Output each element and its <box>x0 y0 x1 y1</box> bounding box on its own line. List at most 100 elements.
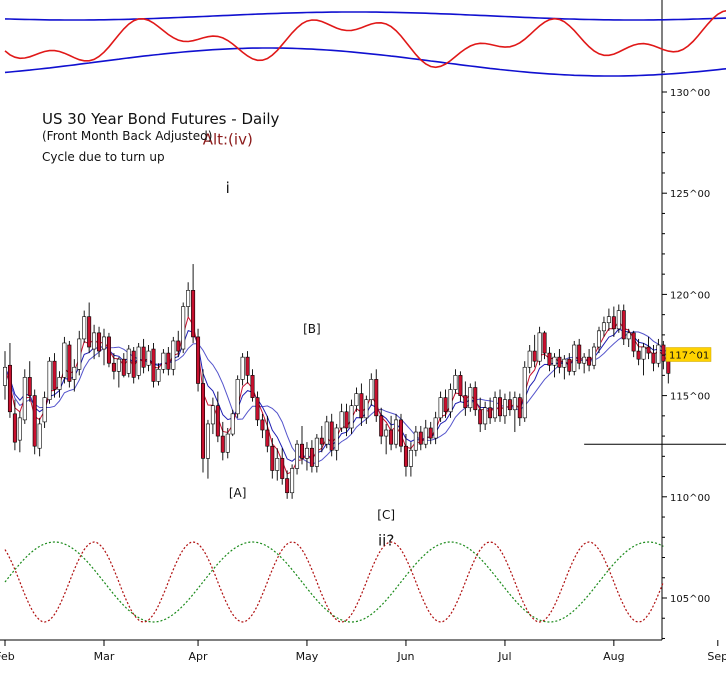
candle-body-down <box>215 405 220 437</box>
candle-body-down <box>661 344 666 362</box>
candle-body-up <box>314 437 319 467</box>
candle-body-down <box>280 458 285 479</box>
candle-body-down <box>250 375 255 398</box>
candle-body-down <box>359 393 364 419</box>
candle-body-down <box>220 435 225 453</box>
candle-body-up <box>537 332 542 362</box>
candle-body-down <box>7 364 12 413</box>
candle-body-up <box>413 431 418 451</box>
cycle-panel <box>4 541 664 623</box>
candle-body-up <box>77 338 82 370</box>
candle-body-up <box>181 306 186 350</box>
candle-body-up <box>572 344 577 372</box>
candle-body-down <box>97 332 102 352</box>
candle-body-up <box>408 449 413 467</box>
annotations: Alt:(iv)i[B][A][C]ii?iii <box>203 131 395 550</box>
candle-body-up <box>334 427 339 451</box>
cycle-wave-long <box>4 541 664 623</box>
price-tick-label: 130^00 <box>670 88 710 99</box>
time-axis: FebMarAprMayJunJulAugSepOctNovDec2026Feb <box>0 640 726 663</box>
candle-body-down <box>245 356 250 376</box>
candle-body-down <box>507 399 512 411</box>
price-axis: 130^00 125^00 120^00 115^00 110^00 105^00 117^… <box>662 71 712 639</box>
indicator-upper-band <box>4 11 726 21</box>
candle-body-up <box>235 379 240 415</box>
candle-body-down <box>106 336 111 364</box>
candle-body-down <box>398 419 403 447</box>
candle-body-down <box>260 419 265 431</box>
time-tick-label: Mar <box>94 650 115 663</box>
price-tick-label: 120^00 <box>670 290 710 301</box>
chart-title: US 30 Year Bond Futures - Daily <box>42 110 280 128</box>
time-tick-label: May <box>296 650 319 663</box>
candle-body-up <box>146 350 151 366</box>
candle-body-up <box>502 399 507 417</box>
price-levels: 125^04121^26119^07112^19115^18 <box>584 443 726 445</box>
candle-body-up <box>290 468 295 494</box>
candle-body-up <box>102 336 107 350</box>
wave-label: [B] <box>303 322 321 336</box>
candle-body-down <box>636 350 641 360</box>
candle-body-up <box>423 427 428 445</box>
candle-body-up <box>656 344 661 364</box>
candle-body-up <box>72 366 77 380</box>
candle-body-down <box>532 350 537 362</box>
candle-body-down <box>309 447 314 467</box>
candle-body-up <box>592 346 597 366</box>
candle-body-up <box>527 350 532 368</box>
candle-body-down <box>488 407 493 419</box>
candle-body-down <box>12 413 17 443</box>
wave-label: i <box>226 179 230 197</box>
candle-body-up <box>22 377 27 421</box>
candle-body-down <box>121 358 126 376</box>
candle-body-up <box>512 397 517 411</box>
candle-body-up <box>601 322 606 332</box>
candle-body-up <box>57 377 62 390</box>
candle-body-down <box>478 409 483 425</box>
candle-body-down <box>111 362 116 372</box>
candle-body-down <box>166 352 171 370</box>
candle-body-down <box>151 348 156 382</box>
candle-body-up <box>126 348 131 374</box>
candle-body-down <box>191 290 196 338</box>
wave-label: ii? <box>378 531 394 549</box>
cycle-wave-short <box>4 541 664 623</box>
candle-body-up <box>304 447 309 459</box>
wave-label: [A] <box>229 486 247 500</box>
candle-body-up <box>2 366 8 386</box>
candle-body-up <box>596 330 601 348</box>
cycle-note: Cycle due to turn up <box>42 150 165 164</box>
candle-body-down <box>255 397 260 421</box>
candle-body-up <box>384 429 389 437</box>
time-tick-label: Apr <box>189 650 209 663</box>
time-tick-label: Feb <box>0 650 15 663</box>
candle-body-down <box>458 375 463 396</box>
candle-body-down <box>52 360 57 390</box>
candle-body-up <box>17 417 22 441</box>
candle-body-up <box>136 346 141 376</box>
indicator-oscillator <box>4 10 726 69</box>
candle-body-up <box>468 387 473 409</box>
candle-body-up <box>324 421 329 445</box>
wave-label: [C] <box>377 508 395 522</box>
candle-body-up <box>364 399 369 419</box>
candle-body-up <box>339 411 344 429</box>
price-tick-label: 105^00 <box>670 594 710 605</box>
candle-body-up <box>42 397 47 423</box>
candle-body-up <box>62 342 67 378</box>
candle-body-up <box>562 358 567 368</box>
current-price-label: 117^01 <box>669 351 709 362</box>
candle-body-down <box>141 346 146 368</box>
candle-body-up <box>641 346 646 360</box>
candle-body-down <box>319 437 324 445</box>
candle-body-down <box>587 356 592 366</box>
candle-body-up <box>240 356 245 380</box>
candle-body-up <box>275 458 280 471</box>
candle-body-down <box>497 397 502 417</box>
candle-body-up <box>616 310 621 330</box>
candle-body-up <box>349 405 354 429</box>
candle-body-down <box>176 340 181 352</box>
candle-body-down <box>443 397 448 413</box>
